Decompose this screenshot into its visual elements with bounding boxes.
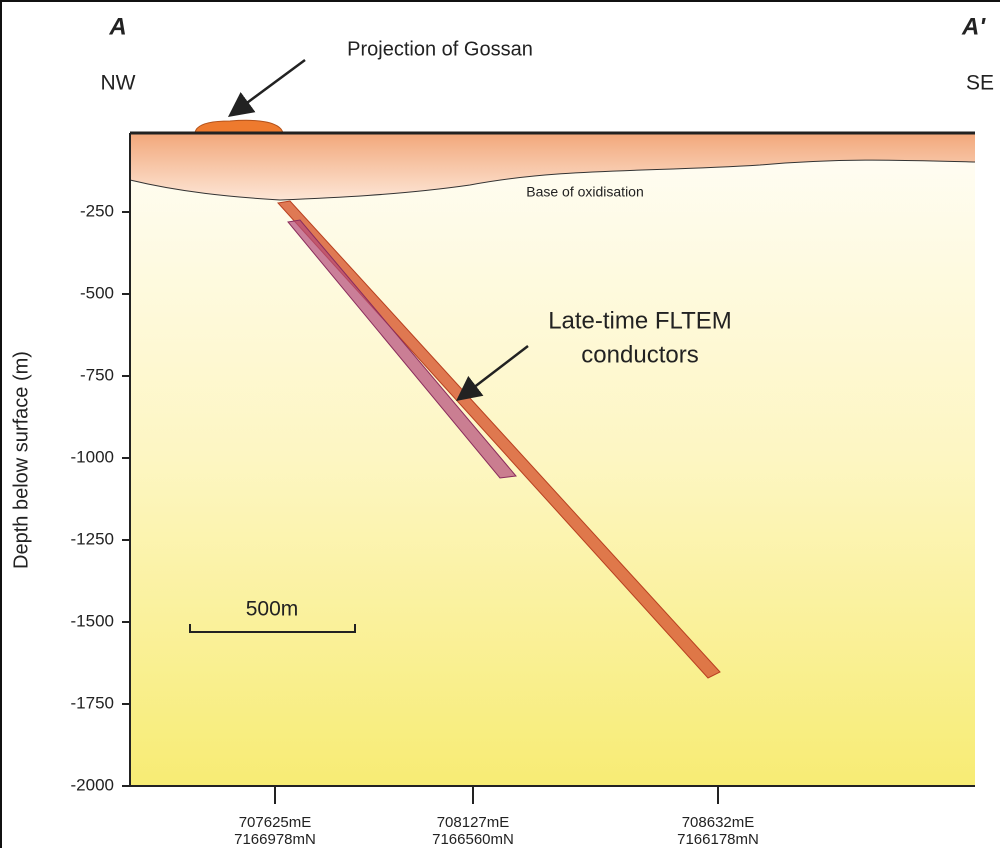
- ground: [130, 133, 975, 786]
- axis-title: Depth below surface (m): [10, 351, 32, 569]
- y-tick-label: -750: [80, 365, 114, 384]
- annotation: Late-time FLTEM: [548, 307, 732, 334]
- y-tick-label: -250: [80, 201, 114, 220]
- annotation: Base of oxidisation: [526, 184, 644, 200]
- y-tick-label: -1750: [71, 693, 114, 712]
- gossan: [195, 120, 283, 133]
- scale-label: 500m: [246, 598, 299, 621]
- y-tick-label: -2000: [71, 775, 114, 794]
- y-tick-label: -500: [80, 283, 114, 302]
- x-tick-label: 707625mE: [239, 814, 312, 831]
- annotation: conductors: [581, 341, 698, 368]
- section-label: A': [961, 13, 986, 40]
- x-tick-label: 708127mE: [437, 814, 510, 831]
- direction: NW: [101, 72, 136, 95]
- y-tick-label: -1500: [71, 611, 114, 630]
- y-tick-label: -1250: [71, 529, 114, 548]
- cross-section: A A' NW SE Projection of Gossan Base of …: [0, 0, 1000, 848]
- direction: SE: [966, 72, 994, 95]
- annotation: Projection of Gossan: [347, 38, 533, 60]
- x-tick-label: 7166978mN: [234, 831, 316, 848]
- x-tick-label: 7166178mN: [677, 831, 759, 848]
- section-label: A: [108, 13, 126, 40]
- x-tick-label: 708632mE: [682, 814, 755, 831]
- y-tick-label: -1000: [71, 447, 114, 466]
- x-tick-label: 7166560mN: [432, 831, 514, 848]
- arrow: [232, 60, 305, 114]
